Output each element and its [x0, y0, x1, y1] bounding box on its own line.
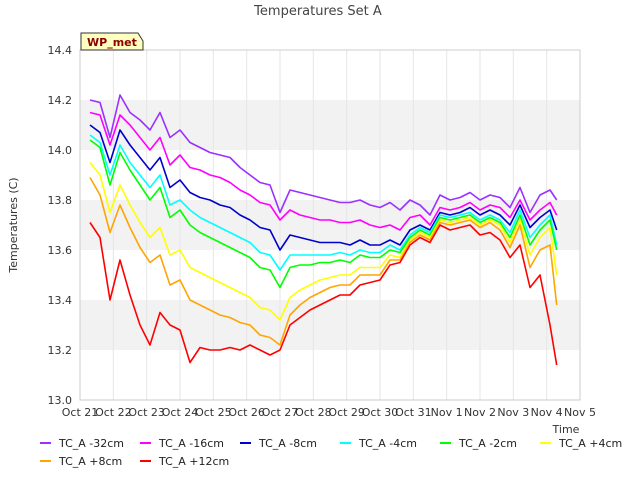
- series-line: [89, 124, 558, 251]
- series-line: [89, 162, 558, 321]
- x-tick-label: Oct 24: [162, 406, 199, 419]
- background-band: [80, 150, 580, 200]
- background-band: [80, 300, 580, 350]
- chart-title: Temperatures Set A: [253, 4, 382, 19]
- legend-label: TC_A +4cm: [558, 437, 622, 450]
- x-tick-label: Oct 21: [62, 406, 99, 419]
- x-tick-label: Nov 3: [497, 406, 529, 419]
- x-tick-label: Oct 23: [128, 406, 165, 419]
- y-tick-label: 13.2: [48, 344, 73, 357]
- legend-label: TC_A +12cm: [158, 455, 229, 468]
- y-tick-label: 13.6: [48, 244, 73, 257]
- wp-met-badge: WP_met: [80, 32, 144, 51]
- y-tick-label: 13.8: [48, 194, 73, 207]
- legend-label: TC_A -2cm: [458, 437, 517, 450]
- background-band: [80, 200, 580, 250]
- legend-item: TC_A +8cm: [40, 455, 122, 468]
- series-line: [89, 134, 558, 271]
- legend: TC_A -32cm TC_A -16cm TC_A -8cm TC_A -4cm TC…: [40, 437, 622, 468]
- badge-text: WP_met: [87, 36, 137, 49]
- x-tick-label: Oct 27: [262, 406, 299, 419]
- background-bands: [80, 50, 580, 400]
- x-tick-label: Oct 25: [195, 406, 232, 419]
- background-band: [80, 100, 580, 150]
- legend-item: TC_A -2cm: [440, 437, 517, 450]
- series-line: [89, 222, 558, 366]
- y-tick-label: 14.2: [48, 94, 73, 107]
- x-tick-label: Nov 2: [464, 406, 496, 419]
- y-tick-label: 14.4: [48, 44, 73, 57]
- x-tick-label: Nov 4: [531, 406, 563, 419]
- background-band: [80, 250, 580, 300]
- x-tick-label: Nov 1: [431, 406, 463, 419]
- legend-item: TC_A -8cm: [240, 437, 317, 450]
- legend-item: TC_A -32cm: [40, 437, 124, 450]
- legend-item: TC_A +4cm: [540, 437, 622, 450]
- legend-label: TC_A -4cm: [358, 437, 417, 450]
- legend-label: TC_A -16cm: [158, 437, 224, 450]
- series-line: [89, 94, 558, 216]
- x-tick-label: Oct 31: [395, 406, 432, 419]
- plot-border: [79, 49, 581, 401]
- x-tick-label: Oct 22: [95, 406, 132, 419]
- series-line: [89, 139, 558, 289]
- legend-label: TC_A -8cm: [258, 437, 317, 450]
- legend-label: TC_A +8cm: [58, 455, 122, 468]
- x-tick-label: Oct 26: [228, 406, 265, 419]
- series-line: [89, 111, 558, 231]
- x-axis-title: Time: [552, 423, 580, 436]
- background-band: [80, 350, 580, 400]
- legend-label: TC_A -32cm: [58, 437, 124, 450]
- y-tick-label: 14.0: [48, 144, 73, 157]
- x-tick-label: Oct 30: [362, 406, 399, 419]
- y-tick-label: 13.4: [48, 294, 73, 307]
- y-axis-title: Temperatures (C): [7, 177, 20, 273]
- legend-item: TC_A -4cm: [340, 437, 417, 450]
- legend-item: TC_A -16cm: [140, 437, 224, 450]
- x-tick-label: Nov 5: [564, 406, 596, 419]
- legend-item: TC_A +12cm: [140, 455, 229, 468]
- series-lines: [89, 94, 558, 366]
- y-tick-label: 13.0: [48, 394, 73, 407]
- series-line: [89, 177, 558, 346]
- y-tick-labels: 13.0 13.2 13.4 13.6 13.8 14.0 14.2 14.4: [48, 44, 73, 407]
- background-band: [80, 50, 580, 100]
- x-tick-label: Oct 28: [295, 406, 332, 419]
- x-tick-label: Oct 29: [328, 406, 365, 419]
